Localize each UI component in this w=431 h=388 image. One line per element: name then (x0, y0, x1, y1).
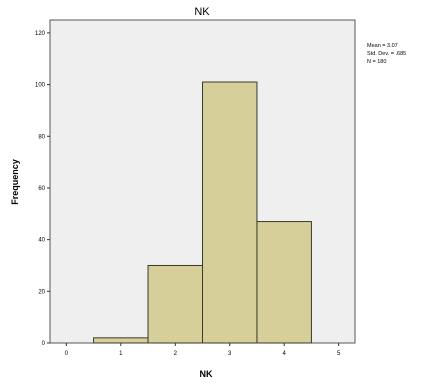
stats-mean: Mean = 3.07 (367, 43, 398, 49)
y-tick-label: 0 (42, 341, 46, 347)
y-axis-label: Frequency (10, 159, 20, 205)
y-tick-label: 60 (38, 186, 45, 192)
y-tick-label: 20 (38, 289, 45, 295)
histogram-bar-1 (93, 337, 149, 344)
stats-n: N = 180 (367, 59, 386, 65)
x-axis-label: NK (200, 369, 213, 379)
y-tick-label: 120 (35, 31, 46, 37)
histogram-bar-3 (202, 81, 258, 344)
y-tick-label: 40 (38, 238, 45, 244)
x-tick-label: 0 (65, 351, 69, 357)
x-tick-label: 2 (174, 351, 178, 357)
bars-group (93, 81, 312, 344)
x-tick-label: 5 (337, 351, 341, 357)
y-tick-label: 80 (38, 134, 45, 140)
x-tick-label: 1 (119, 351, 123, 357)
histogram-bar-4 (256, 221, 312, 344)
x-tick-label: 4 (283, 351, 287, 357)
chart-title: NK (194, 6, 210, 18)
axes-group: 0 20 40 60 80 100 120 0 1 2 3 4 5 (35, 31, 341, 357)
y-tick-label: 100 (35, 83, 46, 89)
stats-std-dev: Std. Dev. = .685 (367, 51, 406, 57)
histogram-bar-2 (147, 264, 204, 344)
x-tick-label: 3 (228, 351, 232, 357)
stats-box: Mean = 3.07 Std. Dev. = .685 N = 180 (367, 43, 406, 65)
